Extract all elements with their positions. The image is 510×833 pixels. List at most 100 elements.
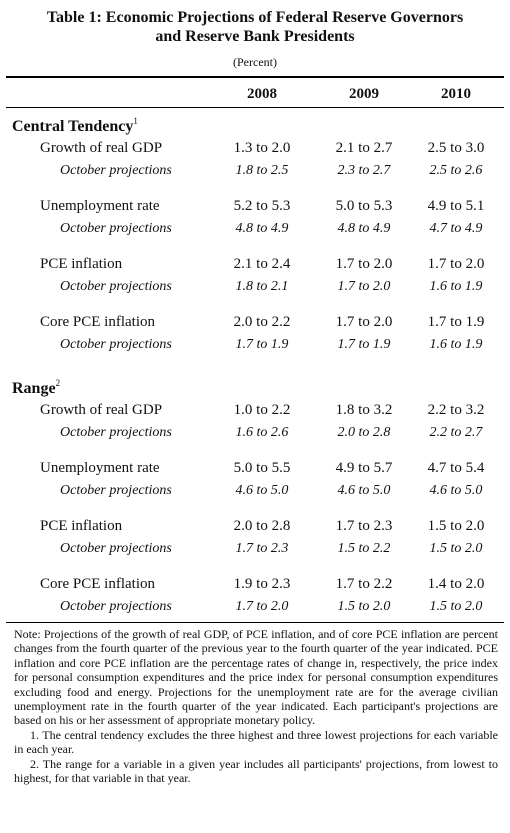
table-title: Table 1: Economic Projections of Federal… (0, 8, 510, 46)
subrow-value: 2.3 to 2.7 (337, 163, 391, 178)
footnote-2: 2. The range for a variable in a given y… (14, 756, 498, 786)
row-value: 2.0 to 2.2 (233, 314, 291, 330)
subrow-value: 1.7 to 1.9 (235, 337, 289, 352)
row-value: 1.7 to 2.3 (335, 518, 393, 534)
row-value: 1.7 to 2.0 (335, 314, 393, 330)
section-label: Range (12, 380, 56, 397)
row-value: 1.0 to 2.2 (233, 402, 291, 418)
footnote-marker: 1 (133, 116, 138, 126)
row-value: 1.4 to 2.0 (427, 576, 485, 592)
subrow-value: 1.6 to 2.6 (235, 425, 289, 440)
subrow-value: 1.5 to 2.2 (337, 541, 391, 556)
subrow-label: October projections (60, 163, 172, 178)
subrow-value: 4.7 to 4.9 (429, 221, 483, 236)
table-subrow: October projections 1.8 to 2.1 1.7 to 2.0 1… (0, 279, 510, 299)
row-value: 1.7 to 1.9 (427, 314, 485, 330)
table-row: Growth of real GDP 1.3 to 2.0 2.1 to 2.7 2.… (0, 140, 510, 160)
row-value: 2.2 to 3.2 (427, 402, 485, 418)
table-subrow: October projections 1.7 to 2.0 1.5 to 2.0 1… (0, 599, 510, 619)
table-subrow: October projections 4.8 to 4.9 4.8 to 4.9 4… (0, 221, 510, 241)
row-label: Core PCE inflation (40, 314, 155, 330)
row-value: 1.3 to 2.0 (233, 140, 291, 156)
section-header: Range2 (12, 378, 61, 398)
subrow-label: October projections (60, 337, 172, 352)
subrow-value: 4.8 to 4.9 (235, 221, 289, 236)
row-label: Core PCE inflation (40, 576, 155, 592)
row-value: 4.9 to 5.1 (427, 198, 485, 214)
subrow-label: October projections (60, 279, 172, 294)
row-value: 5.0 to 5.5 (233, 460, 291, 476)
subrow-value: 1.6 to 1.9 (429, 337, 483, 352)
subrow-label: October projections (60, 221, 172, 236)
table-row: Growth of real GDP 1.0 to 2.2 1.8 to 3.2 2.… (0, 402, 510, 422)
subrow-value: 4.6 to 5.0 (235, 483, 289, 498)
subrow-value: 1.7 to 2.0 (337, 279, 391, 294)
row-label: Unemployment rate (40, 198, 160, 214)
row-value: 1.7 to 2.0 (335, 256, 393, 272)
row-value: 2.0 to 2.8 (233, 518, 291, 534)
subrow-label: October projections (60, 425, 172, 440)
row-value: 2.1 to 2.4 (233, 256, 291, 272)
row-label: Growth of real GDP (40, 140, 163, 156)
table-row: PCE inflation 2.1 to 2.4 1.7 to 2.0 1.7 to … (0, 256, 510, 276)
subrow-value: 1.7 to 1.9 (337, 337, 391, 352)
subrow-value: 1.8 to 2.5 (235, 163, 289, 178)
row-label: PCE inflation (40, 256, 123, 272)
row-value: 2.1 to 2.7 (335, 140, 393, 156)
subrow-value: 1.5 to 2.0 (337, 599, 391, 614)
table-row: Unemployment rate 5.0 to 5.5 4.9 to 5.7 4.7… (0, 460, 510, 480)
row-value: 1.9 to 2.3 (233, 576, 291, 592)
subrow-label: October projections (60, 599, 172, 614)
table-subrow: October projections 1.7 to 1.9 1.7 to 1.9 1… (0, 337, 510, 357)
row-value: 4.7 to 5.4 (427, 460, 485, 476)
row-value: 1.7 to 2.0 (427, 256, 485, 272)
footnote-1: 1. The central tendency excludes the thr… (14, 727, 498, 757)
unit-label: (Percent) (233, 55, 277, 69)
subrow-label: October projections (60, 483, 172, 498)
subrow-value: 4.6 to 5.0 (337, 483, 391, 498)
subrow-value: 2.0 to 2.8 (337, 425, 391, 440)
subrow-value: 1.7 to 2.3 (235, 541, 289, 556)
subrow-value: 1.5 to 2.0 (429, 541, 483, 556)
row-label: Growth of real GDP (40, 402, 163, 418)
note-main: Note: Projections of the growth of real … (14, 627, 498, 728)
column-header-2009: 2009 (349, 86, 379, 102)
section-header: Central Tendency1 (12, 116, 138, 136)
header-rule (6, 107, 504, 108)
subrow-value: 4.8 to 4.9 (337, 221, 391, 236)
subrow-value: 1.8 to 2.1 (235, 279, 289, 294)
subrow-value: 4.6 to 5.0 (429, 483, 483, 498)
table-title-line1: Table 1: Economic Projections of Federal… (46, 9, 464, 26)
table-subrow: October projections 1.8 to 2.5 2.3 to 2.7 2… (0, 163, 510, 183)
row-value: 5.0 to 5.3 (335, 198, 393, 214)
section-label: Central Tendency (12, 118, 134, 135)
row-value: 4.9 to 5.7 (335, 460, 393, 476)
subrow-value: 1.5 to 2.0 (429, 599, 483, 614)
notes: Note: Projections of the growth of real … (14, 627, 498, 785)
table-subrow: October projections 4.6 to 5.0 4.6 to 5.0 4… (0, 483, 510, 503)
footnote-marker: 2 (55, 378, 61, 388)
subrow-value: 2.2 to 2.7 (429, 425, 483, 440)
row-value: 1.7 to 2.2 (335, 576, 393, 592)
row-label: Unemployment rate (40, 460, 160, 476)
subrow-label: October projections (60, 541, 172, 556)
subrow-value: 1.7 to 2.0 (235, 599, 289, 614)
table-subrow: October projections 1.6 to 2.6 2.0 to 2.8 2… (0, 425, 510, 445)
top-rule (6, 76, 504, 78)
bottom-rule (6, 622, 504, 623)
table-row: PCE inflation 2.0 to 2.8 1.7 to 2.3 1.5 to … (0, 518, 510, 538)
row-value: 1.8 to 3.2 (335, 402, 393, 418)
table-subrow: October projections 1.7 to 2.3 1.5 to 2.2 1… (0, 541, 510, 561)
subrow-value: 1.6 to 1.9 (429, 279, 483, 294)
table-row: Core PCE inflation 1.9 to 2.3 1.7 to 2.2 1.… (0, 576, 510, 596)
table-row: Core PCE inflation 2.0 to 2.2 1.7 to 2.0 1.… (0, 314, 510, 334)
column-header-2008: 2008 (247, 86, 277, 102)
column-header-2010: 2010 (441, 86, 471, 102)
row-value: 1.5 to 2.0 (427, 518, 485, 534)
row-value: 2.5 to 3.0 (427, 140, 485, 156)
row-value: 5.2 to 5.3 (233, 198, 291, 214)
table-title-line2: and Reserve Bank Presidents (155, 28, 355, 45)
row-label: PCE inflation (40, 518, 123, 534)
table-row: Unemployment rate 5.2 to 5.3 5.0 to 5.3 4.9… (0, 198, 510, 218)
subrow-value: 2.5 to 2.6 (429, 163, 483, 178)
